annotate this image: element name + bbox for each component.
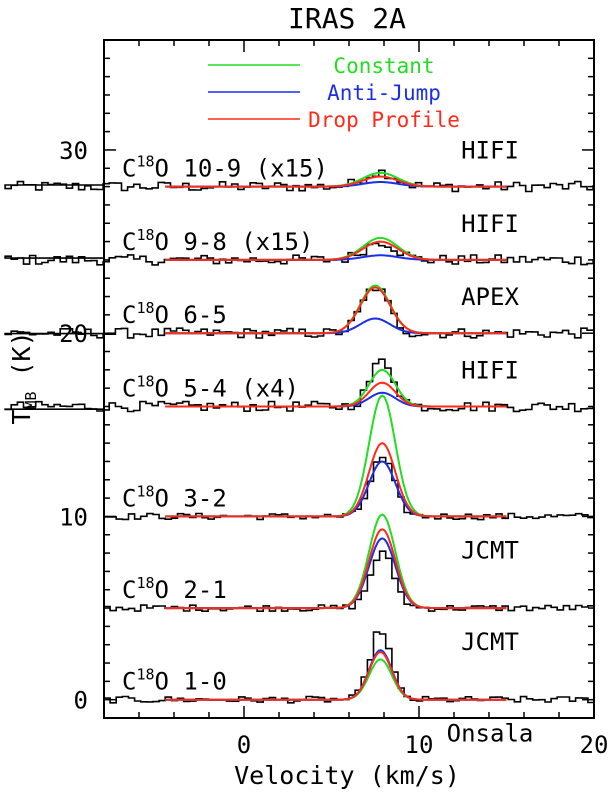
telescope-label: JCMT bbox=[461, 628, 519, 656]
y-axis-label-main: T bbox=[7, 410, 36, 425]
transition-label: C18O 10-9 (x15) bbox=[122, 153, 328, 183]
x-tick-label: 10 bbox=[405, 731, 434, 759]
legend-label: Anti-Jump bbox=[327, 81, 441, 105]
chart-title: IRAS 2A bbox=[288, 2, 406, 35]
y-tick-label: 0 bbox=[74, 687, 88, 715]
observed-spectrum bbox=[104, 550, 594, 612]
model-drop-line bbox=[165, 442, 507, 518]
observed-spectrum bbox=[4, 169, 594, 193]
transition-label: C18O 5-4 (x4) bbox=[122, 372, 299, 402]
model-spectra bbox=[165, 171, 507, 701]
x-axis-label: Velocity (km/s) bbox=[234, 761, 460, 790]
telescope-label: JCMT bbox=[461, 536, 519, 564]
transition-labels: C18O 10-9 (x15) HIFI C18O 9-8 (x15) HIFI C18… bbox=[122, 137, 533, 748]
model-drop-line bbox=[165, 528, 507, 610]
telescope-label: Onsala bbox=[447, 720, 534, 748]
y-tick-label: 10 bbox=[59, 503, 88, 531]
model-drop-line bbox=[165, 286, 507, 335]
legend: Constant Anti-Jump Drop Profile bbox=[208, 54, 460, 132]
observed-spectrum bbox=[4, 242, 594, 266]
telescope-label: HIFI bbox=[461, 137, 519, 165]
telescope-label: HIFI bbox=[461, 210, 519, 238]
transition-label: C18O 6-5 bbox=[122, 299, 227, 329]
observed-spectrum bbox=[4, 358, 594, 413]
transition-label: C18O 3-2 bbox=[122, 482, 227, 512]
model-drop-line bbox=[165, 650, 507, 701]
transition-label: C18O 1-0 bbox=[122, 666, 227, 696]
model-drop-line bbox=[165, 175, 507, 188]
x-tick-label: 20 bbox=[580, 731, 609, 759]
telescope-label: APEX bbox=[461, 283, 519, 311]
transition-label: C18O 2-1 bbox=[122, 574, 227, 604]
legend-label: Constant bbox=[333, 54, 434, 78]
observed-spectrum bbox=[4, 288, 594, 339]
svg-text:TMB (K): TMB (K) bbox=[7, 331, 40, 424]
legend-label: Drop Profile bbox=[308, 108, 460, 132]
transition-label: C18O 9-8 (x15) bbox=[122, 226, 313, 256]
x-tick-label: 0 bbox=[237, 731, 251, 759]
model-drop-line bbox=[165, 240, 507, 261]
model-drop-line bbox=[165, 381, 507, 408]
telescope-label: HIFI bbox=[461, 356, 519, 384]
y-axis-label: TMB (K) bbox=[7, 331, 40, 424]
y-tick-label: 30 bbox=[59, 137, 88, 165]
y-axis-label-unit: (K) bbox=[7, 331, 36, 391]
